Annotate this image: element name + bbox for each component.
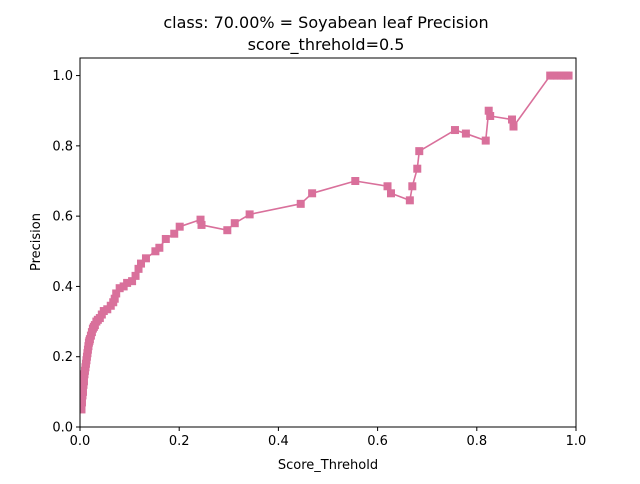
- chart-title-line2: score_threhold=0.5: [248, 35, 405, 55]
- data-point-marker: [308, 189, 317, 198]
- data-point-marker: [137, 259, 146, 268]
- data-point-marker: [296, 199, 305, 208]
- data-point-marker: [134, 264, 143, 273]
- data-point-marker: [123, 278, 132, 287]
- y-tick-label: 0.4: [52, 280, 73, 295]
- data-point-marker: [128, 277, 137, 286]
- x-tick-label: 0.2: [169, 434, 190, 449]
- data-point-marker: [383, 182, 392, 191]
- data-point-marker: [197, 220, 206, 229]
- data-point-marker: [484, 106, 493, 115]
- data-point-marker: [131, 271, 140, 280]
- data-point-marker: [155, 243, 164, 252]
- x-tick-label: 0.8: [466, 434, 487, 449]
- data-point-marker: [405, 196, 414, 205]
- data-point-marker: [170, 229, 179, 238]
- x-tick-label: 0.4: [268, 434, 289, 449]
- data-point-marker: [112, 289, 121, 298]
- data-point-marker: [564, 71, 573, 80]
- y-tick-label: 0.6: [52, 210, 73, 225]
- data-point-marker: [80, 387, 87, 396]
- y-axis-label: Precision: [29, 213, 44, 271]
- data-point-marker: [196, 215, 205, 224]
- y-tick-label: 0.0: [52, 421, 73, 436]
- data-point-marker: [141, 254, 150, 263]
- data-point-marker: [161, 234, 170, 243]
- y-tick-label: 0.2: [52, 350, 73, 365]
- data-point-marker: [450, 126, 459, 135]
- data-point-marker: [386, 189, 395, 198]
- data-point-marker: [223, 226, 232, 235]
- data-point-marker: [486, 111, 495, 120]
- data-point-marker: [230, 219, 239, 228]
- data-point-marker: [80, 405, 86, 414]
- x-axis-ticks: 0.0 0.2 0.4 0.6 0.8 1.0: [70, 427, 587, 449]
- data-point-marker: [80, 398, 86, 407]
- y-tick-label: 1.0: [52, 69, 73, 84]
- chart-title-line1: class: 70.00% = Soyabean leaf Precision: [163, 13, 488, 32]
- axes-frame: [79, 57, 577, 428]
- data-point-marker: [508, 115, 517, 124]
- y-axis-ticks: 0.0 0.2 0.4 0.6 0.8 1.0: [52, 69, 80, 436]
- data-point-marker: [415, 147, 424, 156]
- data-point-marker: [509, 122, 518, 131]
- data-point-marker: [110, 294, 119, 303]
- data-point-marker: [481, 136, 490, 145]
- data-point-marker: [413, 164, 422, 173]
- data-point-marker: [80, 377, 88, 386]
- data-point-marker: [175, 222, 184, 231]
- x-tick-label: 0.0: [70, 434, 91, 449]
- x-tick-label: 1.0: [566, 434, 587, 449]
- x-axis-label: Score_Threhold: [278, 458, 378, 473]
- data-point-marker: [461, 129, 470, 138]
- data-point-marker: [351, 177, 360, 185]
- x-tick-label: 0.6: [367, 434, 388, 449]
- plot-area: [80, 71, 573, 414]
- data-point-marker: [245, 210, 254, 219]
- data-point-marker: [408, 182, 417, 191]
- y-tick-label: 0.8: [52, 139, 73, 154]
